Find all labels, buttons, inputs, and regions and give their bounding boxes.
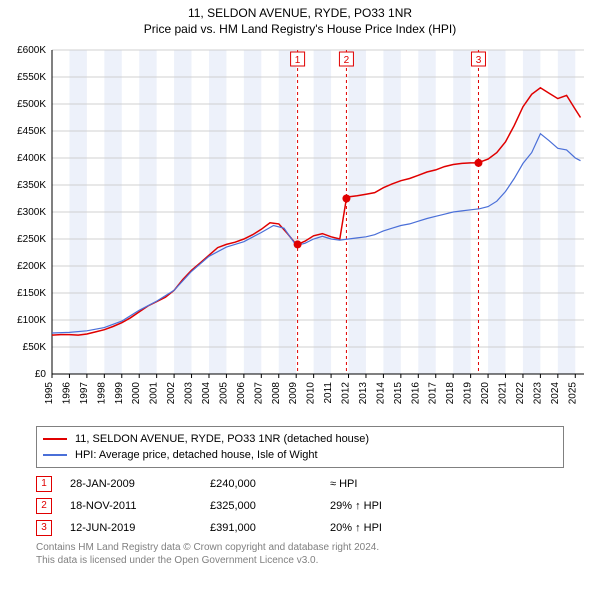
svg-text:2018: 2018 — [445, 382, 456, 405]
svg-text:2003: 2003 — [184, 382, 195, 405]
sale-date-1: 28-JAN-2009 — [70, 478, 210, 490]
svg-text:2024: 2024 — [550, 382, 561, 405]
chart-svg: £0 £50K £100K £150K £200K £250K £300K £350K £400… — [0, 40, 600, 420]
svg-text:2015: 2015 — [393, 382, 404, 405]
svg-text:£50K: £50K — [23, 342, 47, 353]
svg-text:2002: 2002 — [166, 382, 177, 405]
sale-row-1: 1 28-JAN-2009 £240,000 ≈ HPI — [36, 476, 564, 492]
svg-text:2023: 2023 — [532, 382, 543, 405]
sale-cmp-1: ≈ HPI — [330, 478, 357, 490]
legend-swatch-property — [43, 438, 67, 440]
chart-legend: 11, SELDON AVENUE, RYDE, PO33 1NR (detac… — [36, 426, 564, 468]
svg-text:2013: 2013 — [358, 382, 369, 405]
svg-text:1996: 1996 — [61, 382, 72, 405]
svg-text:2025: 2025 — [567, 382, 578, 405]
svg-text:£200K: £200K — [17, 261, 46, 272]
svg-text:2019: 2019 — [463, 382, 474, 405]
svg-text:£250K: £250K — [17, 234, 46, 245]
title-subtitle: Price paid vs. HM Land Registry's House … — [0, 22, 600, 36]
sale-marker-3: 3 — [36, 520, 52, 536]
legend-swatch-hpi — [43, 454, 67, 456]
svg-text:2014: 2014 — [375, 382, 386, 405]
sale-cmp-3: 20% ↑ HPI — [330, 522, 382, 534]
svg-text:£450K: £450K — [17, 126, 46, 137]
sale-row-2: 2 18-NOV-2011 £325,000 29% ↑ HPI — [36, 498, 564, 514]
svg-text:£600K: £600K — [17, 45, 46, 56]
title-address: 11, SELDON AVENUE, RYDE, PO33 1NR — [0, 6, 600, 20]
sale-price-1: £240,000 — [210, 478, 330, 490]
svg-text:2006: 2006 — [236, 382, 247, 405]
svg-text:2011: 2011 — [323, 382, 334, 404]
svg-text:£550K: £550K — [17, 72, 46, 83]
svg-text:2021: 2021 — [498, 382, 509, 405]
svg-text:£0: £0 — [35, 369, 47, 380]
chart-title-block: 11, SELDON AVENUE, RYDE, PO33 1NR Price … — [0, 0, 600, 36]
svg-text:1: 1 — [295, 55, 301, 66]
sale-price-3: £391,000 — [210, 522, 330, 534]
svg-text:£500K: £500K — [17, 99, 46, 110]
svg-text:1995: 1995 — [44, 382, 55, 405]
svg-text:£350K: £350K — [17, 180, 46, 191]
svg-text:1998: 1998 — [96, 382, 107, 405]
svg-text:2016: 2016 — [410, 382, 421, 405]
sale-date-3: 12-JUN-2019 — [70, 522, 210, 534]
legend-label-hpi: HPI: Average price, detached house, Isle… — [75, 449, 318, 461]
sale-date-2: 18-NOV-2011 — [70, 500, 210, 512]
sales-table: 1 28-JAN-2009 £240,000 ≈ HPI 2 18-NOV-20… — [36, 476, 564, 536]
legend-item-property: 11, SELDON AVENUE, RYDE, PO33 1NR (detac… — [43, 431, 557, 447]
svg-text:1999: 1999 — [114, 382, 125, 405]
svg-text:£400K: £400K — [17, 153, 46, 164]
svg-text:2001: 2001 — [149, 382, 160, 405]
svg-text:3: 3 — [476, 55, 482, 66]
sale-price-2: £325,000 — [210, 500, 330, 512]
sale-row-3: 3 12-JUN-2019 £391,000 20% ↑ HPI — [36, 520, 564, 536]
svg-text:£150K: £150K — [17, 288, 46, 299]
svg-text:2007: 2007 — [253, 382, 264, 405]
svg-text:2004: 2004 — [201, 382, 212, 405]
price-chart: £0 £50K £100K £150K £200K £250K £300K £350K £400… — [0, 40, 600, 420]
svg-text:2: 2 — [344, 55, 350, 66]
svg-text:2000: 2000 — [131, 382, 142, 405]
svg-text:£300K: £300K — [17, 207, 46, 218]
svg-text:2009: 2009 — [288, 382, 299, 405]
svg-text:1997: 1997 — [79, 382, 90, 405]
svg-text:2010: 2010 — [306, 382, 317, 405]
sale-cmp-2: 29% ↑ HPI — [330, 500, 382, 512]
svg-text:2012: 2012 — [341, 382, 352, 405]
svg-text:£100K: £100K — [17, 315, 46, 326]
sale-marker-1: 1 — [36, 476, 52, 492]
svg-text:2020: 2020 — [480, 382, 491, 405]
attribution-line1: Contains HM Land Registry data © Crown c… — [36, 542, 564, 555]
svg-text:2022: 2022 — [515, 382, 526, 405]
sale-marker-2: 2 — [36, 498, 52, 514]
svg-text:2017: 2017 — [428, 382, 439, 405]
attribution: Contains HM Land Registry data © Crown c… — [36, 542, 564, 567]
svg-text:2005: 2005 — [218, 382, 229, 405]
svg-text:2008: 2008 — [271, 382, 282, 405]
legend-item-hpi: HPI: Average price, detached house, Isle… — [43, 447, 557, 463]
attribution-line2: This data is licensed under the Open Gov… — [36, 555, 564, 568]
legend-label-property: 11, SELDON AVENUE, RYDE, PO33 1NR (detac… — [75, 433, 369, 445]
